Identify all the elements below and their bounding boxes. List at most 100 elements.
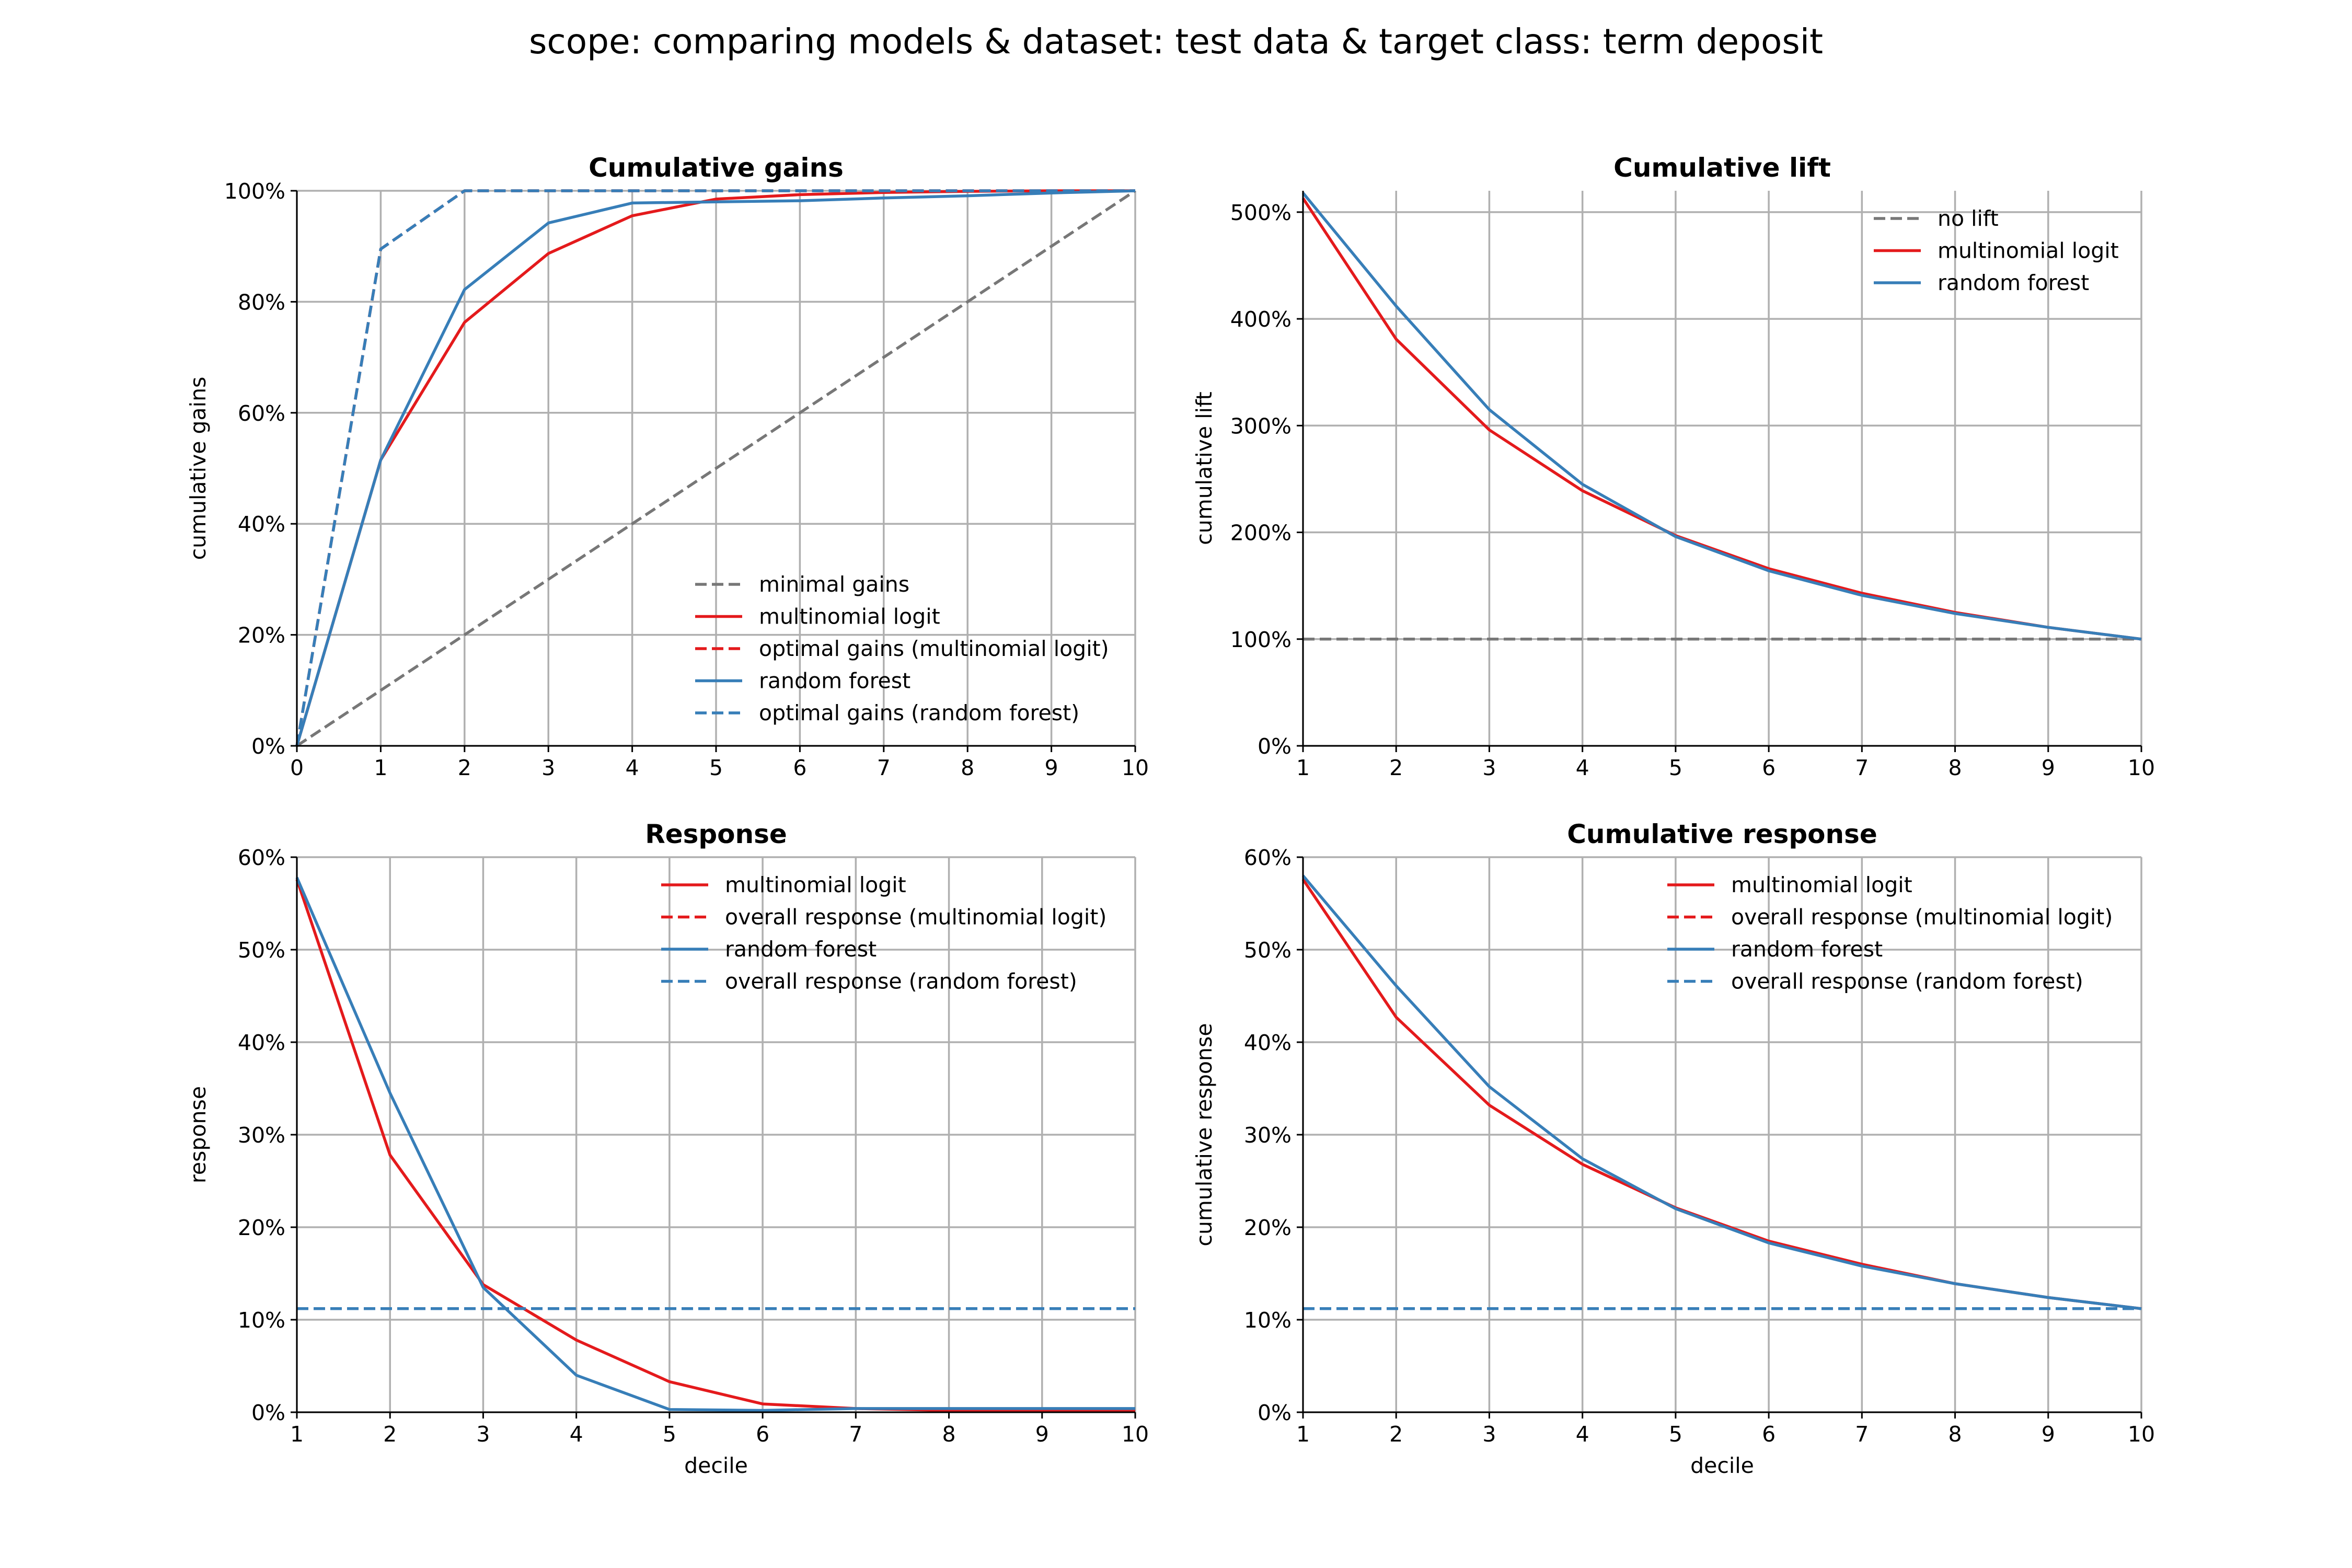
cumulative-response-ytick-label-40: 40% xyxy=(1244,1030,1292,1055)
cumulative-lift-legend-label-random-forest: random forest xyxy=(1938,270,2089,295)
cumulative-response-ylabel: cumulative response xyxy=(1192,1023,1217,1246)
cumulative-response-series-random-forest xyxy=(1301,874,2142,1310)
response-series-multinomial-logit xyxy=(295,879,1135,1412)
response-xtick-label-8: 8 xyxy=(942,1422,956,1447)
cumulative-response-ytick-label-60: 60% xyxy=(1244,845,1292,870)
cumulative-response-ytick-label-30: 30% xyxy=(1244,1123,1292,1148)
cumulative-response-ytick-label-0: 0% xyxy=(1258,1400,1292,1425)
response-ytick-label-40: 40% xyxy=(238,1030,285,1055)
cumulative-gains-legend-label-random-forest: random forest xyxy=(759,668,910,694)
cumulative-response-xtick-label-2: 2 xyxy=(1389,1422,1403,1447)
cumulative-gains-xtick-label-1: 1 xyxy=(374,755,387,780)
cumulative-lift-xtick-label-2: 2 xyxy=(1389,755,1403,780)
cumulative-gains-series-optimal-gains-random-forest xyxy=(295,189,1135,746)
response-xtick-label-2: 2 xyxy=(383,1422,397,1447)
response-legend-label-overall-response-random-forest: overall response (random forest) xyxy=(725,969,1077,994)
response-xlabel: decile xyxy=(684,1453,748,1478)
response-xtick-label-4: 4 xyxy=(570,1422,583,1447)
cumulative-gains-legend-label-optimal-gains-random-forest: optimal gains (random forest) xyxy=(759,700,1079,725)
response-ytick-label-20: 20% xyxy=(238,1215,285,1240)
cumulative-gains-legend: minimal gains multinomial logit optimal ga… xyxy=(695,572,1109,725)
cumulative-lift-ytick-label-0: 0% xyxy=(1258,734,1292,759)
cumulative-response-xtick-label-9: 9 xyxy=(2042,1422,2055,1447)
cumulative-lift-ytick-label-400: 400% xyxy=(1230,307,1292,332)
cumulative-response-xtick-label-3: 3 xyxy=(1482,1422,1496,1447)
figure-title: scope: comparing models & dataset: test … xyxy=(529,21,1823,62)
cumulative-gains-xtick-label-4: 4 xyxy=(626,755,639,780)
response-series-random-forest xyxy=(295,877,1135,1412)
cumulative-gains-series-random-forest xyxy=(295,189,1136,746)
panel-response: 1 2 3 4 5 6 7 8 9 10 0% 10% 20% 30% 40% 50% 60% Response r… xyxy=(186,819,1149,1478)
cumulative-gains-xtick-label-9: 9 xyxy=(1045,755,1058,780)
cumulative-lift-xtick-label-4: 4 xyxy=(1576,755,1589,780)
cumulative-response-xtick-label-7: 7 xyxy=(1855,1422,1869,1447)
cumulative-gains-ytick-label-80: 80% xyxy=(238,290,285,315)
cumulative-gains-legend-label-minimal-gains: minimal gains xyxy=(759,572,909,597)
cumulative-gains-series-multinomial-logit xyxy=(295,189,1135,746)
cumulative-gains-ytick-label-40: 40% xyxy=(238,512,285,537)
cumulative-gains-ylabel: cumulative gains xyxy=(186,377,211,560)
cumulative-gains-xtick-label-5: 5 xyxy=(709,755,723,780)
cumulative-gains-ytick-label-100: 100% xyxy=(224,179,285,204)
cumulative-response-xtick-label-5: 5 xyxy=(1669,1422,1682,1447)
cumulative-gains-xtick-label-2: 2 xyxy=(458,755,471,780)
response-ylabel: response xyxy=(186,1086,211,1183)
cumulative-gains-xtick-label-8: 8 xyxy=(961,755,974,780)
cumulative-gains-xtick-label-7: 7 xyxy=(877,755,891,780)
cumulative-lift-xtick-label-10: 10 xyxy=(2128,755,2155,780)
cumulative-lift-xtick-label-7: 7 xyxy=(1855,755,1869,780)
cumulative-lift-xtick-label-8: 8 xyxy=(1949,755,1962,780)
response-xtick-label-3: 3 xyxy=(476,1422,490,1447)
response-legend-label-overall-response-multinomial-logit: overall response (multinomial logit) xyxy=(725,905,1106,930)
cumulative-lift-legend-label-multinomial-logit: multinomial logit xyxy=(1938,238,2119,263)
response-ytick-label-60: 60% xyxy=(238,845,285,870)
cumulative-gains-xtick-label-10: 10 xyxy=(1122,755,1149,780)
response-legend: multinomial logit overall response (multi… xyxy=(661,872,1106,994)
cumulative-response-title: Cumulative response xyxy=(1567,819,1877,849)
cumulative-response-ytick-label-50: 50% xyxy=(1244,938,1292,963)
panel-cumulative-response: 1 2 3 4 5 6 7 8 9 10 0% 10% 20% 30% 40% 50% 60% Cumulativ… xyxy=(1192,819,2155,1478)
cumulative-lift-ytick-label-100: 100% xyxy=(1230,627,1292,652)
response-xtick-label-6: 6 xyxy=(756,1422,769,1447)
response-xtick-label-1: 1 xyxy=(290,1422,304,1447)
cumulative-lift-xtick-label-6: 6 xyxy=(1762,755,1775,780)
panel-cumulative-gains: 0 1 2 3 4 5 6 7 8 9 100%20%40%60%80%100%Cumulative… xyxy=(186,153,1149,780)
cumulative-gains-xtick-label-3: 3 xyxy=(541,755,555,780)
cumulative-gains-ytick-label-60: 60% xyxy=(238,401,285,426)
response-ytick-label-0: 0% xyxy=(251,1400,285,1425)
cumulative-gains-ytick-label-0: 0% xyxy=(251,734,285,759)
cumulative-response-legend-label-multinomial-logit: multinomial logit xyxy=(1731,872,1912,897)
cumulative-lift-ytick-label-500: 500% xyxy=(1230,200,1292,225)
cumulative-response-xlabel: decile xyxy=(1690,1453,1754,1478)
response-xtick-label-9: 9 xyxy=(1035,1422,1049,1447)
response-xtick-label-10: 10 xyxy=(1122,1422,1149,1447)
cumulative-response-legend-label-overall-response-random-forest: overall response (random forest) xyxy=(1731,969,2083,994)
response-title: Response xyxy=(645,819,787,849)
cumulative-response-ytick-label-20: 20% xyxy=(1244,1215,1292,1240)
cumulative-response-ytick-label-10: 10% xyxy=(1244,1308,1292,1333)
cumulative-response-legend-label-random-forest: random forest xyxy=(1731,937,1883,962)
cumulative-response-legend: multinomial logit overall response (multi… xyxy=(1667,872,2113,994)
response-ytick-label-30: 30% xyxy=(238,1123,285,1148)
cumulative-lift-ytick-label-200: 200% xyxy=(1230,521,1292,546)
cumulative-lift-series-multinomial-logit xyxy=(1301,197,2142,641)
cumulative-lift-legend-label-no-lift: no lift xyxy=(1938,206,1999,231)
cumulative-lift-xtick-label-5: 5 xyxy=(1669,755,1682,780)
response-xtick-label-7: 7 xyxy=(849,1422,862,1447)
cumulative-lift-ytick-label-300: 300% xyxy=(1230,413,1292,439)
cumulative-lift-xtick-label-3: 3 xyxy=(1482,755,1496,780)
cumulative-gains-xtick-label-6: 6 xyxy=(793,755,806,780)
chart-panels: 0 1 2 3 4 5 6 7 8 9 100%20%40%60%80%100%Cumulative… xyxy=(186,153,2155,1478)
cumulative-lift-xtick-label-9: 9 xyxy=(2042,755,2055,780)
response-legend-label-multinomial-logit: multinomial logit xyxy=(725,872,906,897)
cumulative-response-xtick-label-6: 6 xyxy=(1762,1422,1775,1447)
cumulative-gains-series-minimal-gains xyxy=(296,189,1136,747)
cumulative-lift-xtick-label-1: 1 xyxy=(1296,755,1310,780)
response-xtick-label-5: 5 xyxy=(663,1422,676,1447)
response-ytick-label-10: 10% xyxy=(238,1308,285,1333)
cumulative-response-legend-label-overall-response-multinomial-logit: overall response (multinomial logit) xyxy=(1731,905,2113,930)
response-legend-label-random-forest: random forest xyxy=(725,937,877,962)
panel-cumulative-lift: 1 2 3 4 5 6 7 8 9 100%100%200%300%400%500%Cumulat… xyxy=(1192,153,2155,780)
cumulative-lift-ylabel: cumulative lift xyxy=(1192,391,1217,545)
